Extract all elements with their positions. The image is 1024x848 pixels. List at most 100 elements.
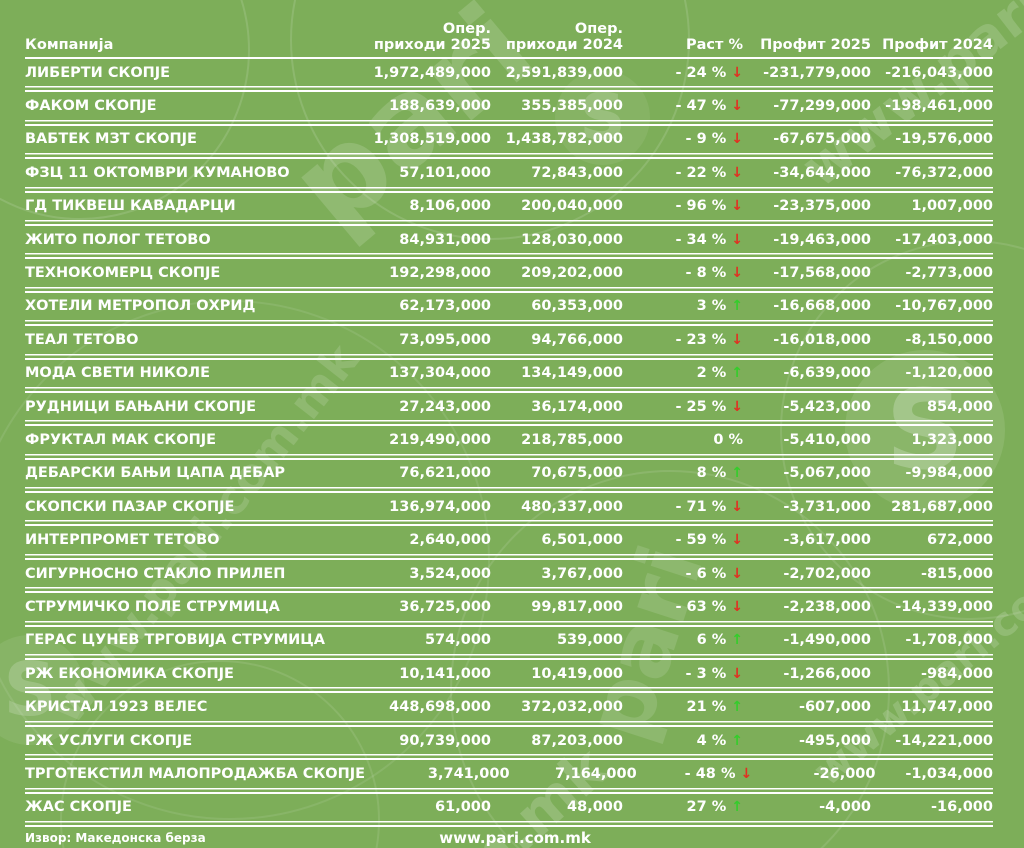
- arrow-down-icon: ↓: [731, 565, 743, 582]
- growth-value: - 23 % ↓: [675, 331, 743, 348]
- profit-2025-value: -16,018,000: [773, 331, 871, 348]
- arrow-down-icon: ↓: [731, 398, 743, 415]
- profit-2024-value: 11,747,000: [901, 699, 993, 716]
- profit-2025-value: -26,000: [813, 765, 876, 782]
- oper-revenue-2025-value: 3,741,000: [427, 765, 510, 782]
- profit-2025-value: -5,067,000: [783, 465, 871, 482]
- arrow-up-icon: ↑: [731, 799, 743, 816]
- col-header-line: Опер.: [574, 21, 623, 37]
- growth-value: - 63 % ↓: [675, 598, 743, 615]
- table-row: ВАБТЕК МЗТ СКОПЈЕ 1,308,519,000 1,438,782,…: [25, 126, 993, 153]
- oper-revenue-2024-value: 218,785,000: [521, 431, 623, 448]
- growth-value: 27 % ↑: [686, 799, 744, 816]
- profit-2024-value: -2,773,000: [905, 265, 993, 282]
- oper-revenue-2024-value: 1,438,782,000: [505, 131, 623, 148]
- profit-2024-value: -14,221,000: [895, 732, 993, 749]
- arrow-down-icon: ↓: [731, 598, 743, 615]
- growth-value: 6 % ↑: [696, 632, 743, 649]
- oper-revenue-2024-value: 7,164,000: [555, 765, 637, 782]
- growth-value: - 71 % ↓: [675, 498, 743, 515]
- row-separator: [25, 320, 993, 327]
- row-separator: [25, 754, 993, 761]
- table-row: ФАКОМ СКОПЈЕ 188,639,000 355,385,000 - 47 %…: [25, 92, 993, 119]
- arrow-up-icon: ↑: [731, 298, 743, 315]
- oper-revenue-2024-value: 10,419,000: [531, 665, 623, 682]
- oper-revenue-2025-value: 574,000: [424, 632, 491, 649]
- profit-2024-value: -1,034,000: [905, 765, 993, 782]
- profit-2024-value: -198,461,000: [885, 98, 993, 115]
- company-name: МОДА СВЕТИ НИКОЛЕ: [25, 365, 211, 382]
- oper-revenue-2025-value: 448,698,000: [389, 699, 491, 716]
- arrow-down-icon: ↓: [731, 131, 743, 148]
- profit-2025-value: -6,639,000: [783, 365, 871, 382]
- growth-value: - 34 % ↓: [675, 231, 743, 248]
- oper-revenue-2025-value: 27,243,000: [399, 398, 491, 415]
- profit-2025-value: -4,000: [819, 799, 871, 816]
- row-separator: [25, 820, 993, 827]
- profit-2025-value: -5,423,000: [783, 398, 871, 415]
- company-name: ХОТЕЛИ МЕТРОПОЛ ОХРИД: [25, 298, 256, 315]
- oper-revenue-2024-value: 128,030,000: [521, 231, 623, 248]
- profit-2025-value: -17,568,000: [773, 265, 871, 282]
- growth-value: - 47 % ↓: [675, 98, 743, 115]
- profit-2024-value: 672,000: [926, 532, 993, 549]
- growth-value: - 25 % ↓: [675, 398, 743, 415]
- col-header-oper-revenue-2024: Опер. приходи 2024: [491, 21, 623, 53]
- oper-revenue-2024-value: 60,353,000: [531, 298, 623, 315]
- row-separator: [25, 119, 993, 126]
- oper-revenue-2024-value: 87,203,000: [531, 732, 623, 749]
- row-separator: [25, 219, 993, 226]
- profit-2024-value: -16,000: [931, 799, 993, 816]
- company-name: СТРУМИЧКО ПОЛЕ СТРУМИЦА: [25, 598, 280, 615]
- profit-2025-value: -3,617,000: [783, 532, 871, 549]
- growth-value: - 59 % ↓: [675, 532, 743, 549]
- table-body: ЛИБЕРТИ СКОПЈЕ 1,972,489,000 2,591,839,000…: [25, 59, 993, 827]
- profit-2024-value: -815,000: [920, 565, 993, 582]
- profit-2024-value: -19,576,000: [895, 131, 993, 148]
- col-header-line: приходи 2025: [373, 37, 491, 53]
- profit-2025-value: -23,375,000: [773, 198, 871, 215]
- arrow-down-icon: ↓: [731, 98, 743, 115]
- arrow-down-icon: ↓: [731, 64, 743, 81]
- company-name: РЖ УСЛУГИ СКОПЈЕ: [25, 732, 193, 749]
- row-separator: [25, 720, 993, 727]
- oper-revenue-2024-value: 3,767,000: [541, 565, 623, 582]
- company-name: ДЕБАРСКИ БАЊИ ЦАПА ДЕБАР: [25, 465, 286, 482]
- company-name: КРИСТАЛ 1923 ВЕЛЕС: [25, 699, 208, 716]
- col-header-profit-2025: Профит 2025: [760, 37, 871, 53]
- profit-2025-value: -1,266,000: [783, 665, 871, 682]
- arrow-up-icon: ↑: [731, 732, 743, 749]
- oper-revenue-2025-value: 62,173,000: [399, 298, 491, 315]
- oper-revenue-2024-value: 200,040,000: [521, 198, 623, 215]
- oper-revenue-2025-value: 1,308,519,000: [373, 131, 491, 148]
- company-name: ФАКОМ СКОПЈЕ: [25, 98, 157, 115]
- company-name: ЖИТО ПОЛОГ ТЕТОВО: [25, 231, 211, 248]
- row-separator: [25, 520, 993, 527]
- profit-2025-value: -19,463,000: [773, 231, 871, 248]
- row-separator: [25, 253, 993, 260]
- table-row: ТЕХНОКОМЕРЦ СКОПЈЕ 192,298,000 209,202,000…: [25, 259, 993, 286]
- growth-value: - 6 % ↓: [685, 565, 743, 582]
- growth-value: 4 % ↑: [696, 732, 743, 749]
- growth-value: 0 %: [713, 431, 743, 448]
- table-row: КРИСТАЛ 1923 ВЕЛЕС 448,698,000 372,032,000…: [25, 693, 993, 720]
- company-name: ГД ТИКВЕШ КАВАДАРЦИ: [25, 198, 236, 215]
- table-row: ЛИБЕРТИ СКОПЈЕ 1,972,489,000 2,591,839,000…: [25, 59, 993, 86]
- table-row: ЖИТО ПОЛОГ ТЕТОВО 84,931,000 128,030,000 - …: [25, 226, 993, 253]
- arrow-up-icon: ↑: [731, 465, 743, 482]
- company-name: ТРГОТЕКСТИЛ МАЛОПРОДАЖБА СКОПЈЕ: [25, 765, 366, 782]
- table-row: ГЕРАС ЦУНЕВ ТРГОВИЈА СТРУМИЦА 574,000 539,…: [25, 627, 993, 654]
- table-row: ЖАС СКОПЈЕ 61,000 48,000 27 % ↑ -4,000 -16,000: [25, 794, 993, 821]
- oper-revenue-2024-value: 539,000: [556, 632, 623, 649]
- arrow-down-icon: ↓: [731, 198, 743, 215]
- row-separator: [25, 186, 993, 193]
- growth-value: - 48 % ↓: [684, 765, 753, 782]
- table-row: МОДА СВЕТИ НИКОЛЕ 137,304,000 134,149,000 2…: [25, 360, 993, 387]
- row-separator: [25, 153, 993, 160]
- table-row: ДЕБАРСКИ БАЊИ ЦАПА ДЕБАР 76,621,000 70,675…: [25, 460, 993, 487]
- oper-revenue-2024-value: 2,591,839,000: [505, 64, 623, 81]
- profit-2025-value: -5,410,000: [783, 431, 871, 448]
- arrow-down-icon: ↓: [731, 265, 743, 282]
